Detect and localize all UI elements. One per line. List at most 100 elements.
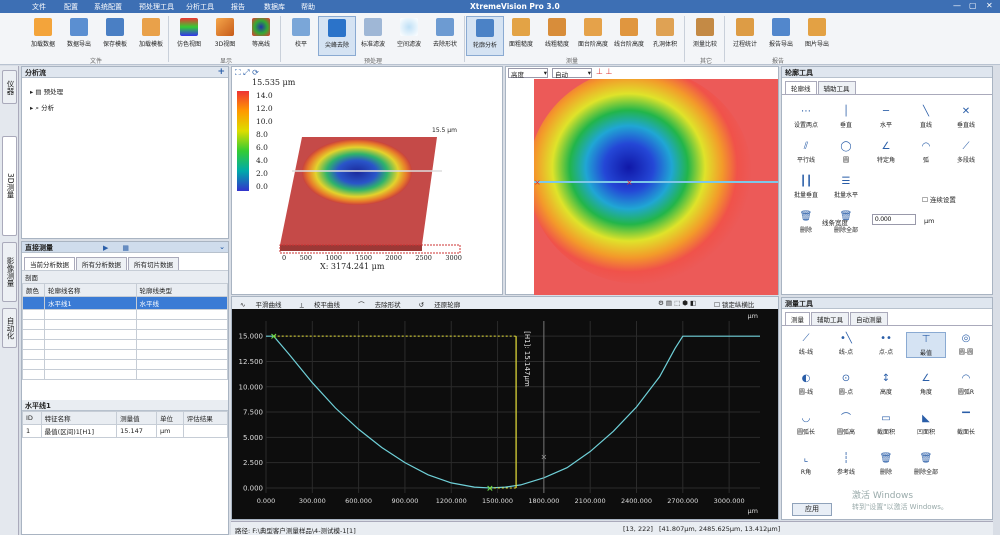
smooth-curve-button[interactable]: ∿ 平滑曲线: [240, 301, 290, 309]
contour-button[interactable]: 等高线: [242, 16, 280, 56]
tool-reference-line[interactable]: ┆ 参考线: [826, 452, 866, 476]
tool-arc-length[interactable]: ◡ 圆弧长: [786, 412, 826, 436]
tool-line[interactable]: ╲ 直线: [906, 105, 946, 129]
area-roughness-button[interactable]: 面粗糙度: [502, 16, 540, 56]
tab-current-analysis[interactable]: 当前分析数据: [24, 257, 75, 270]
view-icons[interactable]: ⚙ ▤ ⬚ ⬢ ◧: [658, 299, 697, 307]
tool-perpendicular[interactable]: ✕ 垂直线: [946, 105, 986, 129]
menu-preprocess[interactable]: 预处理工具: [139, 3, 174, 11]
tool-extremum[interactable]: ⊤ 最值: [906, 332, 946, 358]
tab-instrument[interactable]: 仪器: [2, 70, 17, 104]
remove-shape-button[interactable]: 去除形状: [426, 16, 464, 56]
load-template-button[interactable]: 加载模板: [132, 16, 170, 56]
table-row[interactable]: 水平线1 水平线: [22, 296, 228, 310]
lock-aspect-checkbox[interactable]: ☐ 锁定纵横比: [714, 301, 755, 309]
tab-aux-tools[interactable]: 辅助工具: [817, 81, 856, 94]
maximize-icon[interactable]: ▢: [969, 1, 977, 10]
level-curve-button[interactable]: ⟂ 校平曲线: [300, 301, 348, 309]
menu-system[interactable]: 系统配置: [94, 3, 122, 11]
range-mode-select[interactable]: 自动 ▾: [552, 68, 592, 79]
tool-angle[interactable]: ∠ 特定角: [866, 140, 906, 164]
tool-batch-horizontal[interactable]: ☰ 批量水平: [826, 175, 866, 199]
report-export-button[interactable]: 报告导出: [762, 16, 800, 56]
export-data-button[interactable]: 数据导出: [60, 16, 98, 56]
minimize-icon[interactable]: —: [953, 1, 961, 10]
tab-all-slices[interactable]: 所有切片数据: [128, 257, 179, 270]
menu-report[interactable]: 报告: [231, 3, 245, 11]
view-toolbar-icons[interactable]: ⛶ ⤢ ⟳: [235, 68, 259, 77]
close-icon[interactable]: ✕: [986, 1, 993, 10]
menu-file[interactable]: 文件: [32, 3, 46, 11]
line-tool-icon[interactable]: ⊥ ⊥: [596, 67, 613, 76]
tree-item-analysis[interactable]: ▸ ⌕ 分析: [30, 104, 55, 112]
tool-polyline[interactable]: ⟋ 多段线: [946, 140, 986, 164]
profile-analysis-button[interactable]: 轮廓分析: [466, 16, 504, 56]
tool-vertical[interactable]: │ 垂直: [826, 105, 866, 129]
menu-help[interactable]: 帮助: [301, 3, 315, 11]
tab-auto-measure[interactable]: 自动测量: [850, 312, 888, 325]
leveling-button[interactable]: 校平: [282, 16, 320, 56]
tool-arc-height[interactable]: ⌒ 圆弧高: [826, 412, 866, 436]
hole-volume-button[interactable]: 孔洞体积: [646, 16, 684, 56]
spike-removal-button[interactable]: 尖峰去除: [318, 16, 356, 56]
add-icon[interactable]: +: [217, 67, 225, 77]
tool-section-length[interactable]: ▔ 截面长: [946, 412, 986, 436]
tab-3d-measure[interactable]: 3D测量: [2, 136, 17, 236]
tree-item-preprocess[interactable]: ▸ ▤ 预处理: [30, 88, 64, 96]
measure-compare-button[interactable]: 测量比较: [686, 16, 724, 56]
tab-image-measure[interactable]: 影像测量: [2, 242, 17, 302]
continuous-setting-checkbox[interactable]: ☐ 连续设置: [922, 196, 956, 204]
tool-horizontal[interactable]: ─ 水平: [866, 105, 906, 129]
image-export-button[interactable]: 图片导出: [798, 16, 836, 56]
tool-parallel[interactable]: ⫽ 平行线: [786, 140, 826, 164]
profile-chart[interactable]: 0.000 2.500 5.000 7.500 10.000 12.500 15.000 0.…: [232, 309, 778, 519]
tab-aux-tools[interactable]: 辅助工具: [811, 312, 849, 325]
remove-shape-button[interactable]: ⌒ 去除形状: [358, 301, 409, 309]
spatial-filter-button[interactable]: 空间滤波: [390, 16, 428, 56]
display-mode-select[interactable]: 高度 ▾: [508, 68, 548, 79]
standard-filter-button[interactable]: 标准滤波: [354, 16, 392, 56]
tool-batch-vertical[interactable]: ┃┃ 批量垂直: [786, 175, 826, 199]
play-icon[interactable]: ▶: [103, 244, 109, 252]
tool-circle-line[interactable]: ◐ 圆-线: [786, 372, 826, 396]
tool-point-point[interactable]: •• 点-点: [866, 332, 906, 356]
3d-view-panel[interactable]: ⛶ ⤢ ⟳ 15.535 μm 14.0 12.0 10.0 8.0 6.0 4.0 2.0…: [231, 66, 503, 295]
collapse-icon[interactable]: ⌄: [219, 243, 225, 251]
area-step-height-button[interactable]: 面台阶高度: [574, 16, 612, 56]
tool-two-points[interactable]: ⋯ 设置两点: [786, 105, 826, 129]
false-color-view-button[interactable]: 仿色视图: [170, 16, 208, 56]
tool-circle-point[interactable]: ⊙ 圆-点: [826, 372, 866, 396]
tool-delete[interactable]: 🗑 删除: [866, 452, 906, 476]
menu-analysis[interactable]: 分析工具: [186, 3, 214, 11]
line-step-height-button[interactable]: 线台阶高度: [610, 16, 648, 56]
tab-all-analysis[interactable]: 所有分析数据: [76, 257, 127, 270]
line-roughness-button[interactable]: 线粗糙度: [538, 16, 576, 56]
tab-contour-lines[interactable]: 轮廓线: [785, 81, 817, 94]
grid-icon[interactable]: ▦: [122, 244, 130, 252]
tool-circle-circle[interactable]: ◎ 圆-圆: [946, 332, 986, 356]
tool-arc[interactable]: ◠ 弧: [906, 140, 946, 164]
line-width-input[interactable]: [872, 214, 916, 225]
menu-database[interactable]: 数据库: [264, 3, 285, 11]
tool-cross-section-area[interactable]: ▭ 截面积: [866, 412, 906, 436]
apply-button[interactable]: 应用: [792, 503, 832, 516]
process-stats-button[interactable]: 过程统计: [726, 16, 764, 56]
restore-profile-button[interactable]: ↺ 还原轮廓: [419, 301, 469, 309]
tool-r-corner[interactable]: ⌞ R角: [786, 452, 826, 476]
tool-delete[interactable]: 🗑 删除: [786, 210, 826, 234]
tool-angle[interactable]: ∠ 角度: [906, 372, 946, 396]
2d-view-panel[interactable]: 高度 ▾ 自动 ▾ ⊥ ⊥ × ×: [505, 66, 779, 295]
load-data-button[interactable]: 加载数据: [24, 16, 62, 56]
tool-delete-all[interactable]: 🗑 删除全部: [906, 452, 946, 476]
tool-line-point[interactable]: •╲ 线-点: [826, 332, 866, 356]
tab-measure[interactable]: 测量: [785, 312, 810, 325]
tool-height[interactable]: ↕ 高度: [866, 372, 906, 396]
tool-concave-area[interactable]: ◣ 凹面积: [906, 412, 946, 436]
tab-automation[interactable]: 自动化: [2, 308, 17, 348]
menu-config[interactable]: 配置: [64, 3, 78, 11]
tool-line-line[interactable]: ⟋ 线-线: [786, 332, 826, 356]
table-row[interactable]: 1 最值(区间)1[H1] 15.147 μm: [22, 424, 229, 438]
save-template-button[interactable]: 保存模板: [96, 16, 134, 56]
tool-circle[interactable]: ◯ 圆: [826, 140, 866, 164]
tool-delete-all[interactable]: 🗑 删除全部: [826, 210, 866, 234]
